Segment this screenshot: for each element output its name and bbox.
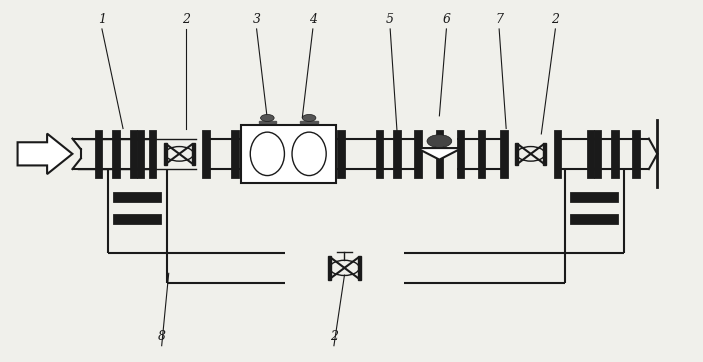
Circle shape	[261, 114, 274, 121]
Bar	[437, 131, 442, 177]
Bar	[300, 121, 318, 123]
Bar	[339, 131, 344, 177]
Bar	[240, 125, 336, 183]
Bar	[555, 131, 560, 177]
Bar	[327, 131, 333, 177]
Bar	[232, 131, 238, 177]
Text: 8: 8	[157, 330, 166, 343]
Bar	[571, 215, 617, 223]
Bar	[543, 143, 546, 165]
Bar	[394, 131, 400, 177]
Bar	[588, 131, 593, 177]
Text: 2: 2	[551, 13, 560, 26]
Circle shape	[302, 114, 316, 121]
Bar	[259, 121, 276, 123]
Polygon shape	[417, 148, 462, 160]
Bar	[203, 131, 209, 177]
Text: 2: 2	[330, 330, 338, 343]
Bar	[96, 131, 101, 177]
Bar	[150, 131, 155, 177]
Text: 7: 7	[495, 13, 503, 26]
Ellipse shape	[250, 132, 285, 176]
Text: 5: 5	[386, 13, 394, 26]
Bar	[192, 143, 195, 165]
Bar	[515, 143, 518, 165]
Bar	[114, 193, 160, 201]
Text: 6: 6	[442, 13, 451, 26]
Bar	[377, 131, 382, 177]
Bar	[633, 131, 639, 177]
Bar	[114, 215, 160, 223]
Bar	[458, 131, 463, 177]
Bar	[243, 131, 249, 177]
Bar	[595, 131, 600, 177]
Ellipse shape	[292, 132, 326, 176]
Polygon shape	[18, 134, 72, 174]
Circle shape	[427, 135, 452, 147]
Bar	[328, 256, 331, 279]
Bar	[479, 131, 484, 177]
Bar	[358, 256, 361, 279]
Bar	[571, 193, 617, 201]
Text: 1: 1	[98, 13, 106, 26]
Bar	[113, 131, 119, 177]
Bar	[612, 131, 618, 177]
Bar	[138, 131, 143, 177]
Bar	[164, 143, 167, 165]
Bar	[415, 131, 421, 177]
Text: 4: 4	[309, 13, 317, 26]
Text: 2: 2	[182, 13, 191, 26]
Bar	[501, 131, 507, 177]
Bar	[131, 131, 136, 177]
Text: 3: 3	[252, 13, 261, 26]
